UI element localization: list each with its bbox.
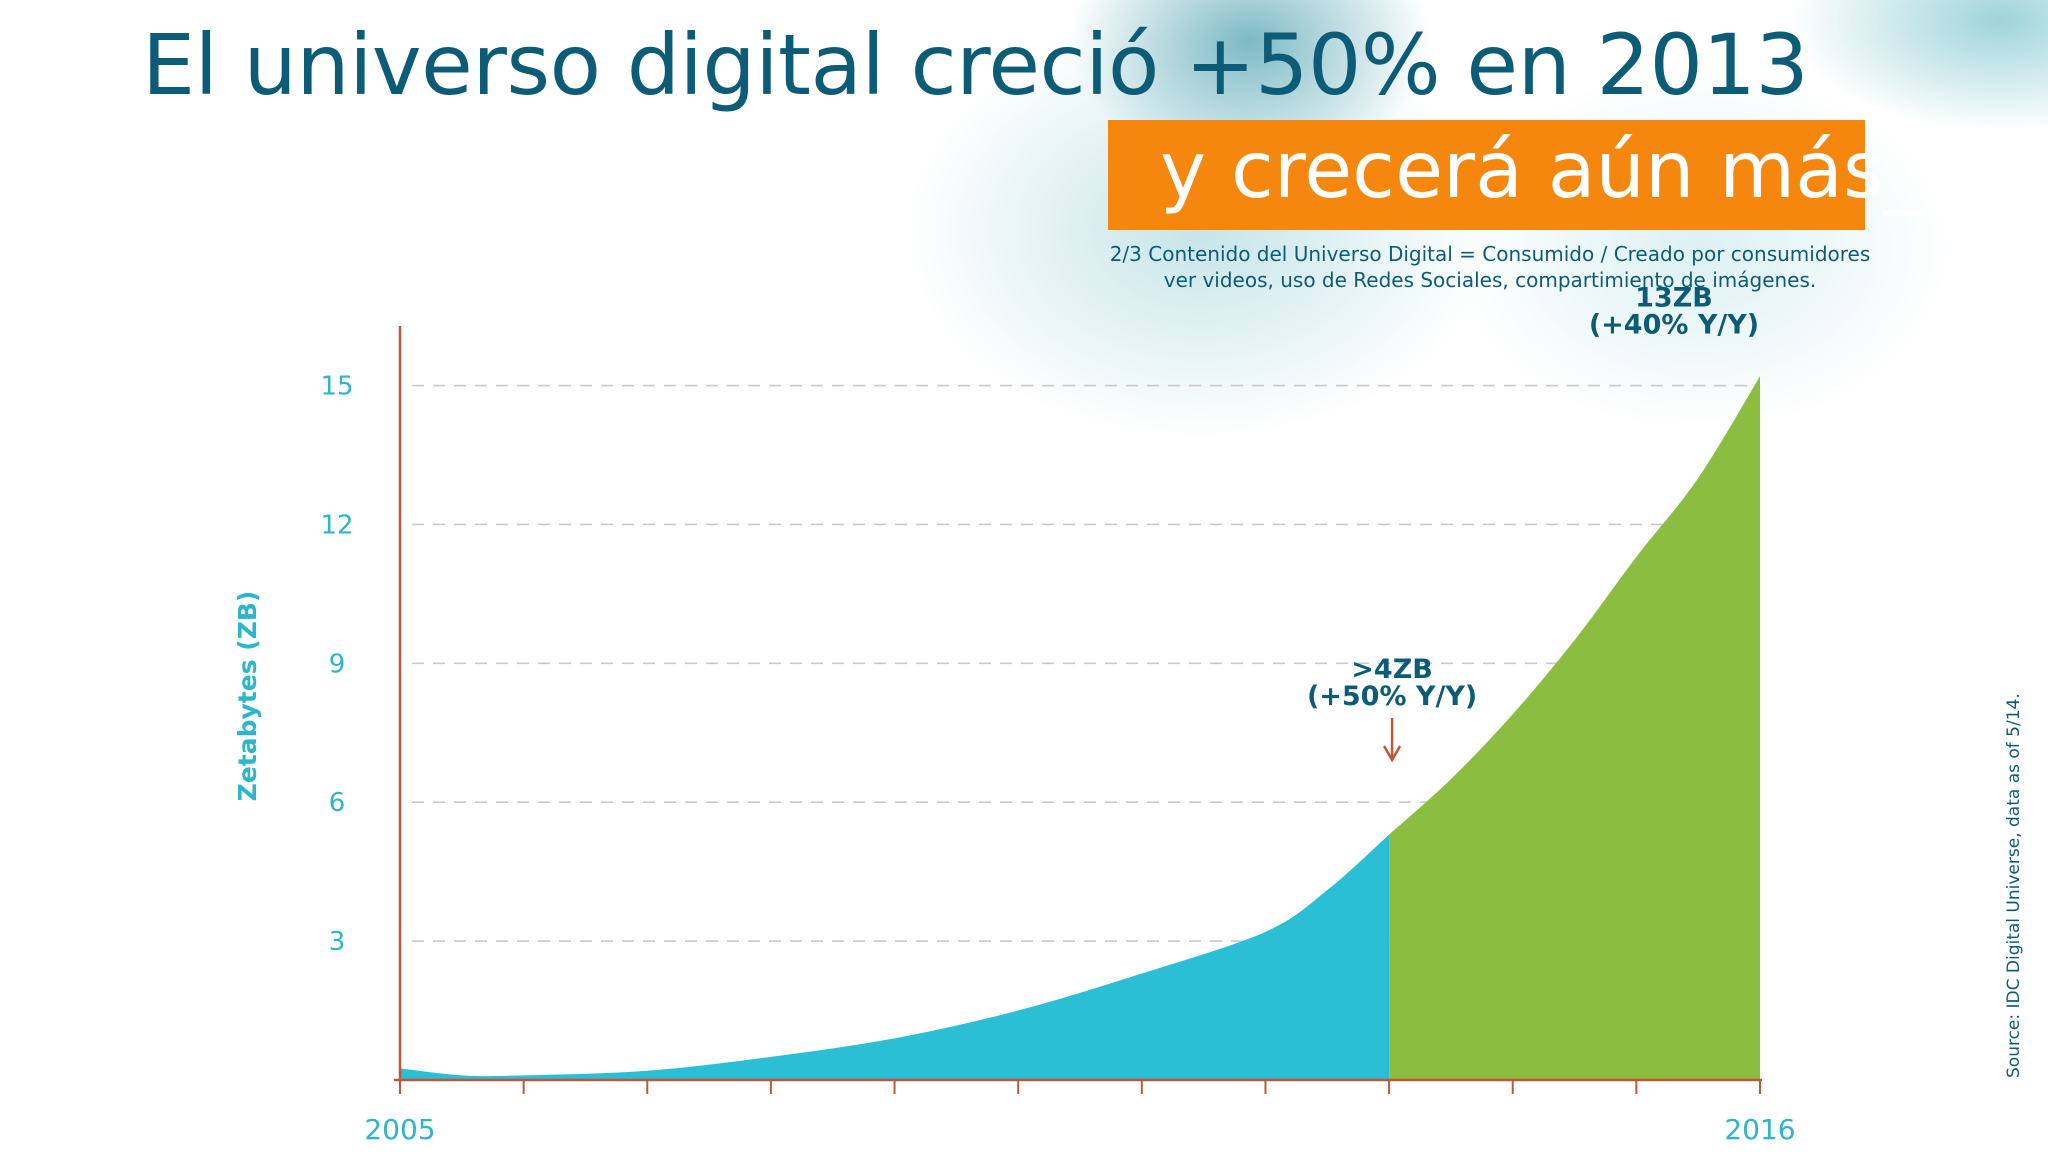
annotation-arrow-head <box>1383 745 1402 763</box>
annotation-value: >4ZB <box>1351 654 1433 685</box>
y-tick-label-9: 9 <box>329 649 346 679</box>
area-series-2 <box>1389 376 1760 1081</box>
y-axis-label: Zetabytes (ZB) <box>233 591 262 802</box>
x-tick-label-first: 2005 <box>364 1113 435 1146</box>
annotation-1: >4ZB(+50% Y/Y) <box>1307 654 1477 763</box>
page-title: El universo digital creció +50% en 2013 <box>142 16 1809 114</box>
content-note-line-2: ver videos, uso de Redes Sociales, compa… <box>1163 268 1817 292</box>
annotation-growth: (+50% Y/Y) <box>1307 681 1477 712</box>
x-tick-label-last: 2016 <box>1724 1113 1795 1146</box>
y-tick-label-12: 12 <box>320 510 353 540</box>
source-note: Source: IDC Digital Universe, data as of… <box>2004 693 2024 1078</box>
y-tick-label-3: 3 <box>329 927 346 957</box>
y-tick-label-6: 6 <box>329 788 346 818</box>
annotation-growth: (+40% Y/Y) <box>1589 309 1759 340</box>
content-note-line-1: 2/3 Contenido del Universo Digital = Con… <box>1109 242 1871 266</box>
area-series <box>400 376 1760 1081</box>
subtitle-banner: y crecerá aún más_ <box>1108 120 1923 230</box>
annotations: >4ZB(+50% Y/Y) 13ZB(+40% Y/Y) <box>1307 282 1759 763</box>
content-note: 2/3 Contenido del Universo Digital = Con… <box>1100 241 1880 293</box>
annotation-value: 13ZB <box>1635 282 1713 313</box>
tick-labels: 3 6 9 12 15 2005 2016 <box>320 372 1795 1146</box>
axes <box>394 326 1762 1094</box>
subtitle-text: y crecerá aún más_ <box>1160 126 1923 216</box>
area-series-1 <box>400 834 1390 1080</box>
y-tick-label-15: 15 <box>320 372 353 402</box>
annotation-2: 13ZB(+40% Y/Y) <box>1589 282 1759 340</box>
